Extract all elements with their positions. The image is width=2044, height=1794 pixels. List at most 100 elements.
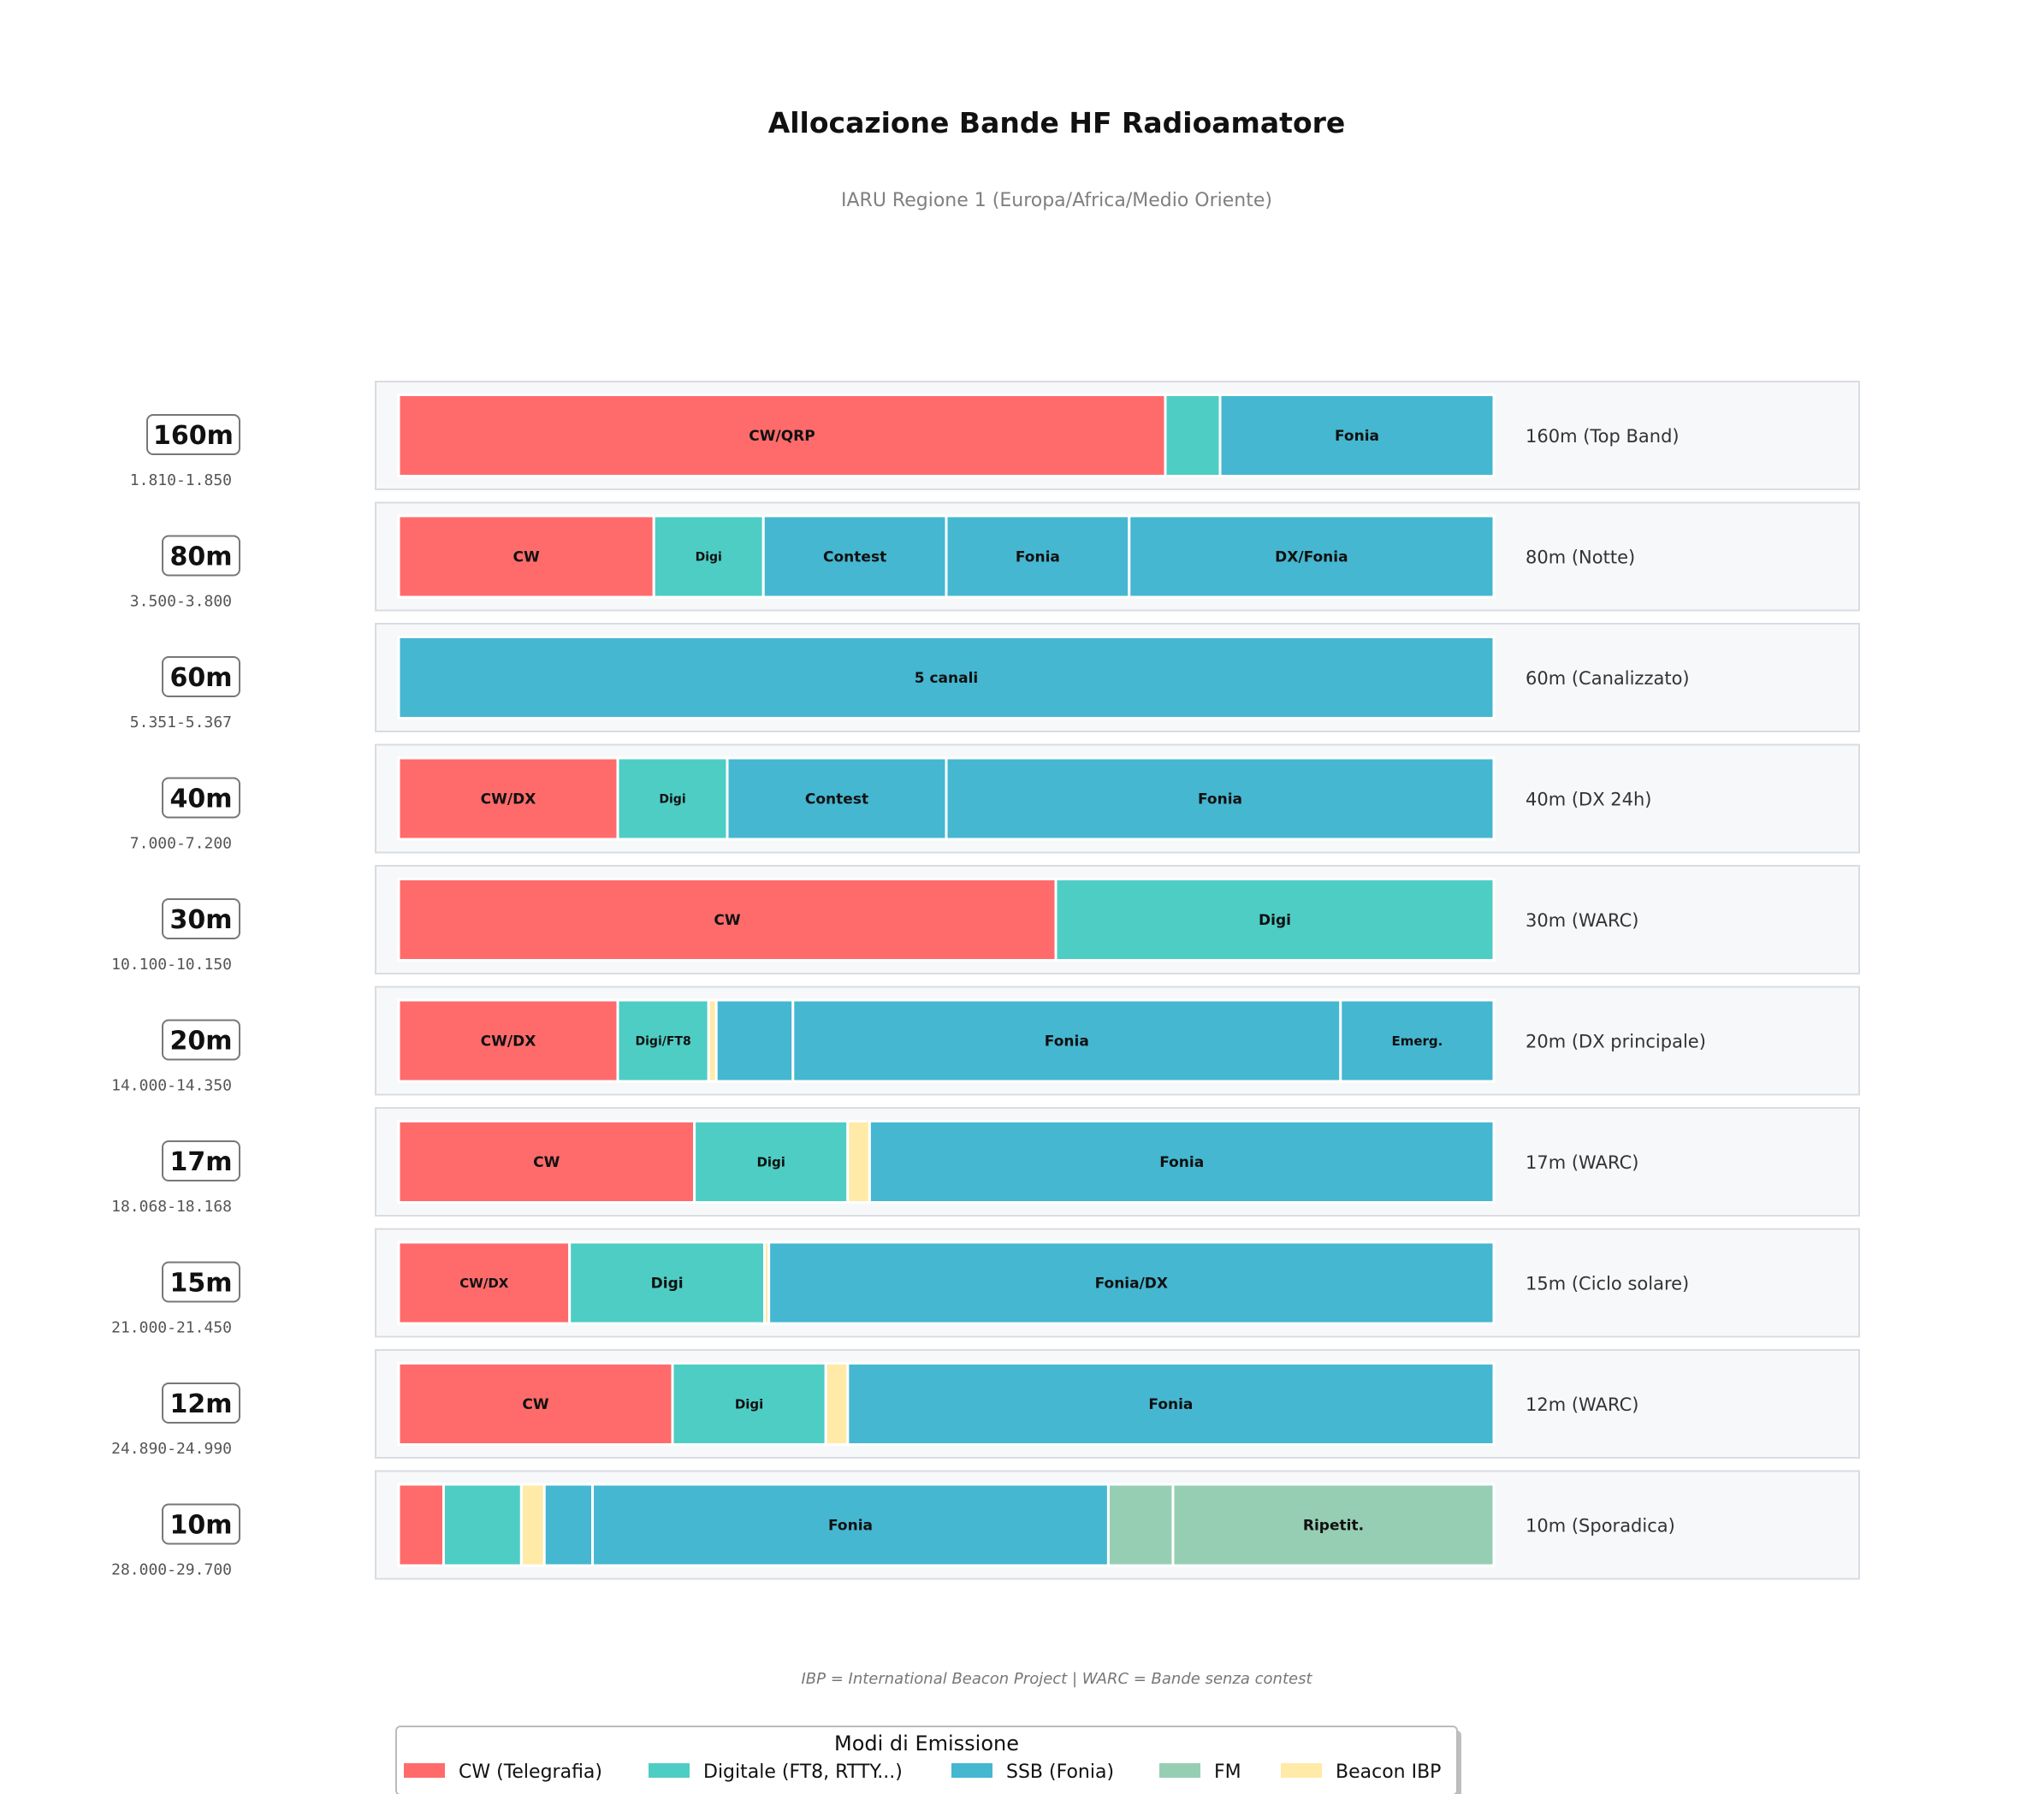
- band-segment-ssb: [1339, 998, 1496, 1083]
- band-name-box: [162, 898, 240, 939]
- band-description: 17m (WARC): [1526, 1152, 1638, 1173]
- segment-label: 5 canali: [915, 670, 979, 687]
- band-segment-digi: [671, 1362, 827, 1446]
- segment-label: CW/QRP: [749, 428, 815, 445]
- band-row: 160m 1.810-1.850 CW/QRP Fonia 160m (Top Band…: [130, 381, 1860, 490]
- segment-label: CW: [714, 912, 740, 929]
- band-segment-ssb: [1128, 514, 1496, 599]
- band-name: 80m: [169, 542, 232, 572]
- segment-label: Emerg.: [1391, 1033, 1443, 1049]
- band-range: 21.000-21.450: [111, 1319, 232, 1337]
- band-segment-cw: [397, 1483, 445, 1567]
- band-description: 30m (WARC): [1526, 910, 1638, 931]
- band-name-box: [162, 1019, 240, 1061]
- band-segment-ssb: [868, 1120, 1496, 1204]
- segment-label: Contest: [805, 791, 868, 808]
- band-segment-fm: [1171, 1483, 1496, 1567]
- band-row: 40m 7.000-7.200 CW/DX Digi Contest Fonia 40m (…: [130, 743, 1860, 854]
- band-segment-ssb: [591, 1483, 1110, 1567]
- band-segment-ssb: [397, 636, 1496, 719]
- band-row: 80m 3.500-3.800 CW Digi Contest Fonia DX/Fonia…: [130, 501, 1860, 612]
- band-segment-cw: [397, 1240, 572, 1325]
- band-segment-ssb: [726, 756, 948, 841]
- band-segment-digi: [441, 1483, 523, 1567]
- band-description: 80m (Notte): [1526, 548, 1635, 568]
- band-segment-cw: [397, 998, 619, 1083]
- band-name-box: [162, 1383, 240, 1424]
- band-segment-digi: [616, 756, 729, 841]
- segment-label: Fonia: [1159, 1154, 1204, 1171]
- segment-label: CW: [513, 549, 540, 566]
- legend-label-ssb: SSB (Fonia): [1006, 1761, 1114, 1783]
- band-name: 20m: [169, 1027, 232, 1057]
- band-description: 15m (Ciclo solare): [1526, 1274, 1689, 1294]
- band-segment-fm: [1106, 1483, 1175, 1567]
- segment-label: Digi: [659, 793, 685, 807]
- legend-swatch-beacon: [1281, 1763, 1322, 1778]
- band-range: 10.100-10.150: [111, 956, 232, 974]
- band-name: 160m: [153, 421, 234, 451]
- bands-layer: 160m 1.810-1.850 CW/QRP Fonia 160m (Top Band…: [111, 381, 1860, 1580]
- band-segment-cw: [397, 1362, 674, 1446]
- legend-label-beacon: Beacon IBP: [1336, 1761, 1441, 1783]
- band-row: 60m 5.351-5.367 5 canali 60m (Canalizzato): [130, 623, 1860, 732]
- segment-label: Fonia/DX: [1095, 1276, 1168, 1293]
- segment-label: Digi: [1259, 912, 1291, 929]
- band-segment-ssb: [542, 1483, 595, 1567]
- band-range: 24.890-24.990: [111, 1440, 232, 1458]
- segment-label: CW: [533, 1154, 560, 1171]
- legend-title: Modi di Emissione: [834, 1732, 1019, 1756]
- band-segment-beacon: [519, 1483, 546, 1567]
- segment-label: DX/Fonia: [1275, 549, 1348, 566]
- band-segment-beacon: [846, 1120, 871, 1204]
- band-segment-digi: [652, 514, 765, 599]
- band-segment-cw: [397, 1120, 696, 1204]
- segment-label: Fonia: [1148, 1396, 1193, 1413]
- band-description: 160m (Top Band): [1526, 426, 1680, 447]
- band-segment-ssb: [791, 998, 1342, 1083]
- segment-label: CW/DX: [459, 1276, 508, 1291]
- band-range: 28.000-29.700: [111, 1561, 232, 1579]
- segment-label: Digi: [651, 1276, 684, 1293]
- legend-label-cw: CW (Telegrafia): [459, 1761, 602, 1783]
- band-name: 12m: [169, 1389, 232, 1419]
- chart-subtitle: IARU Regione 1 (Europa/Africa/Medio Orie…: [841, 190, 1272, 211]
- band-segment-ssb: [945, 756, 1496, 841]
- legend-swatch-digi: [649, 1763, 690, 1778]
- segment-label: Fonia: [1335, 428, 1379, 445]
- band-row: 12m 24.890-24.990 CW Digi Fonia 12m (WARC): [111, 1349, 1860, 1459]
- band-segment-ssb: [945, 514, 1131, 599]
- segment-label: Digi: [756, 1154, 785, 1169]
- band-range: 14.000-14.350: [111, 1077, 232, 1095]
- band-segment-ssb: [714, 998, 795, 1083]
- band-row: 17m 18.068-18.168 CW Digi Fonia 17m (WARC): [111, 1107, 1860, 1217]
- segment-label: Contest: [823, 549, 886, 566]
- band-row: 15m 21.000-21.450 CW/DX Digi Fonia/DX 15m (Ci…: [111, 1228, 1860, 1338]
- band-segment-ssb: [1218, 394, 1496, 477]
- band-segment-ssb: [761, 514, 948, 599]
- segment-label: Fonia: [1045, 1033, 1089, 1051]
- band-row: 30m 10.100-10.150 CW Digi 30m (WARC): [111, 865, 1860, 974]
- band-range: 7.000-7.200: [130, 835, 232, 853]
- legend-label-digi: Digitale (FT8, RTTY...): [703, 1761, 903, 1783]
- band-segment-cw: [397, 514, 655, 599]
- band-segment-ssb: [846, 1362, 1496, 1446]
- band-name: 17m: [169, 1147, 232, 1177]
- band-range: 5.351-5.367: [130, 713, 232, 731]
- band-description: 20m (DX principale): [1526, 1032, 1706, 1052]
- band-name-box: [162, 535, 240, 577]
- band-name-box: [162, 1140, 240, 1181]
- band-range: 18.068-18.168: [111, 1198, 232, 1216]
- band-description: 10m (Sporadica): [1526, 1516, 1675, 1536]
- legend: Modi di Emissione CW (Telegrafia) Digital…: [395, 1726, 1461, 1794]
- band-description: 12m (WARC): [1526, 1394, 1638, 1415]
- band-name-box: [146, 414, 240, 455]
- band-segment-digi: [693, 1120, 850, 1204]
- band-range: 1.810-1.850: [130, 471, 232, 489]
- band-segment-beacon: [824, 1362, 850, 1446]
- band-segment-cw: [397, 756, 619, 841]
- band-range: 3.500-3.800: [130, 593, 232, 611]
- band-name-box: [162, 656, 240, 697]
- band-name-box: [162, 777, 240, 819]
- legend-swatch-cw: [404, 1763, 445, 1778]
